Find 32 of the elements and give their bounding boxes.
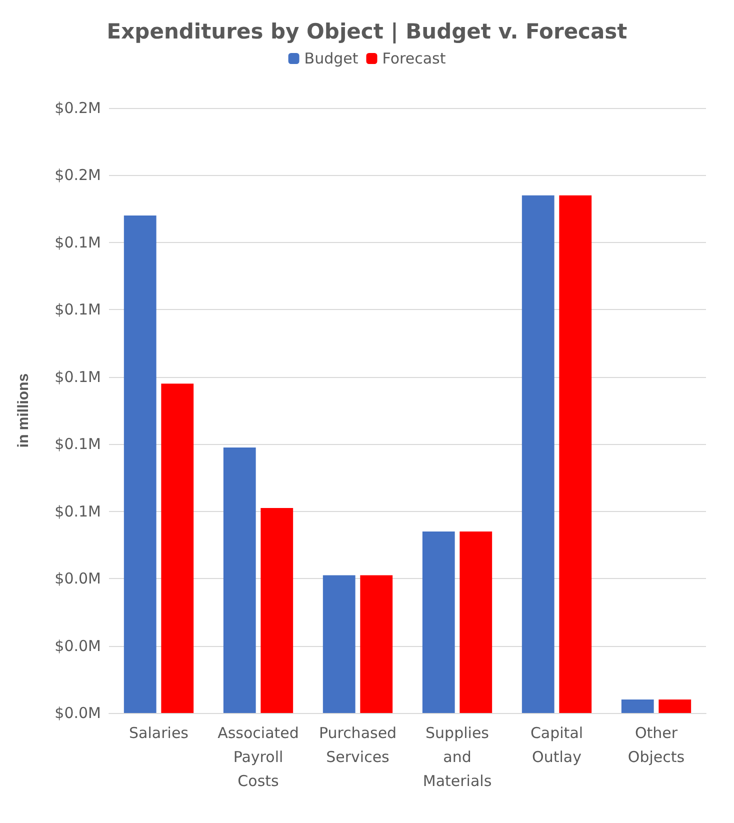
- y-tick-label: $0.1M: [54, 300, 101, 319]
- y-tick-label: $0.0M: [54, 570, 101, 588]
- bar: [124, 216, 156, 713]
- y-tick-label: $0.2M: [54, 166, 101, 184]
- y-tick-label: $0.2M: [54, 99, 101, 117]
- bar: [522, 195, 554, 713]
- x-tick-label: Capital Outlay: [530, 724, 584, 766]
- y-tick-label: $0.0M: [54, 704, 101, 722]
- x-tick-label: Other Objects: [628, 724, 685, 766]
- bar: [559, 195, 592, 713]
- bar: [621, 700, 654, 713]
- x-tick-label: Salaries: [129, 724, 189, 742]
- legend-label: Forecast: [382, 50, 446, 68]
- bar: [658, 700, 692, 713]
- x-tick-label: Associated Payroll Costs: [218, 724, 299, 790]
- y-tick-label: $0.1M: [54, 435, 101, 454]
- x-tick-label: Supplies and Materials: [422, 724, 492, 790]
- x-tick-label: Purchased Services: [318, 724, 397, 766]
- y-tick-label: $0.1M: [54, 502, 101, 520]
- bar: [322, 575, 356, 713]
- bar: [422, 532, 455, 713]
- y-tick-label: $0.0M: [54, 636, 101, 655]
- bar: [223, 447, 256, 713]
- y-tick-label: $0.1M: [54, 368, 101, 386]
- y-tick-label: $0.1M: [54, 233, 101, 252]
- chart-title: Expenditures by Object | Budget v. Forecast: [106, 20, 628, 44]
- bar: [161, 384, 194, 713]
- bar: [260, 508, 294, 713]
- bar: [360, 575, 393, 713]
- bar: [460, 532, 492, 713]
- y-axis-title: in millions: [15, 373, 32, 448]
- legend-label: Budget: [304, 50, 358, 68]
